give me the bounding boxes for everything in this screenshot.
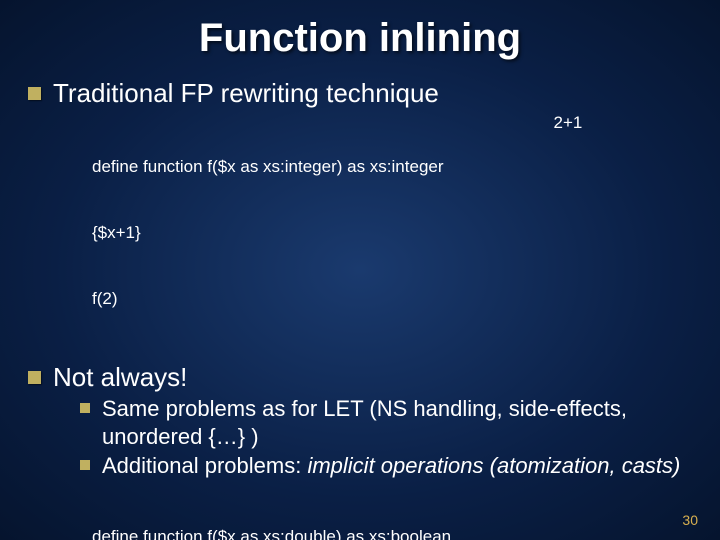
sub-bullet-italic: implicit operations (atomization, casts) (307, 453, 680, 478)
bullet-square-icon (28, 371, 41, 384)
code-line: {$x+1} (92, 222, 444, 244)
code-line: f(2) (92, 288, 444, 310)
bullet-text: Traditional FP rewriting technique (53, 77, 439, 110)
bullet-square-icon (80, 403, 90, 413)
code-block-1: define function f($x as xs:integer) as x… (92, 112, 692, 355)
sub-bullet-same-problems: Same problems as for LET (NS handling, s… (80, 395, 692, 450)
slide-title: Function inlining (28, 16, 692, 61)
sub-bullet-pre: Additional problems: (102, 453, 307, 478)
bullet-text: Not always! (53, 361, 187, 394)
bullet-not-always: Not always! (28, 361, 692, 394)
bullet-traditional: Traditional FP rewriting technique (28, 77, 692, 110)
page-number: 30 (682, 512, 698, 528)
sub-bullet-text: Same problems as for LET (NS handling, s… (102, 395, 692, 450)
sub-bullet-additional: Additional problems: implicit operations… (80, 452, 692, 480)
code-block-2: define function f($x as xs:double) as xs… (92, 482, 692, 540)
sub-bullet-text: Additional problems: implicit operations… (102, 452, 680, 480)
bullet-square-icon (80, 460, 90, 470)
code-line: define function f($x as xs:double) as xs… (92, 526, 692, 540)
code-line: define function f($x as xs:integer) as x… (92, 156, 444, 178)
bullet-square-icon (28, 87, 41, 100)
code-result: 2+1 (554, 112, 583, 134)
